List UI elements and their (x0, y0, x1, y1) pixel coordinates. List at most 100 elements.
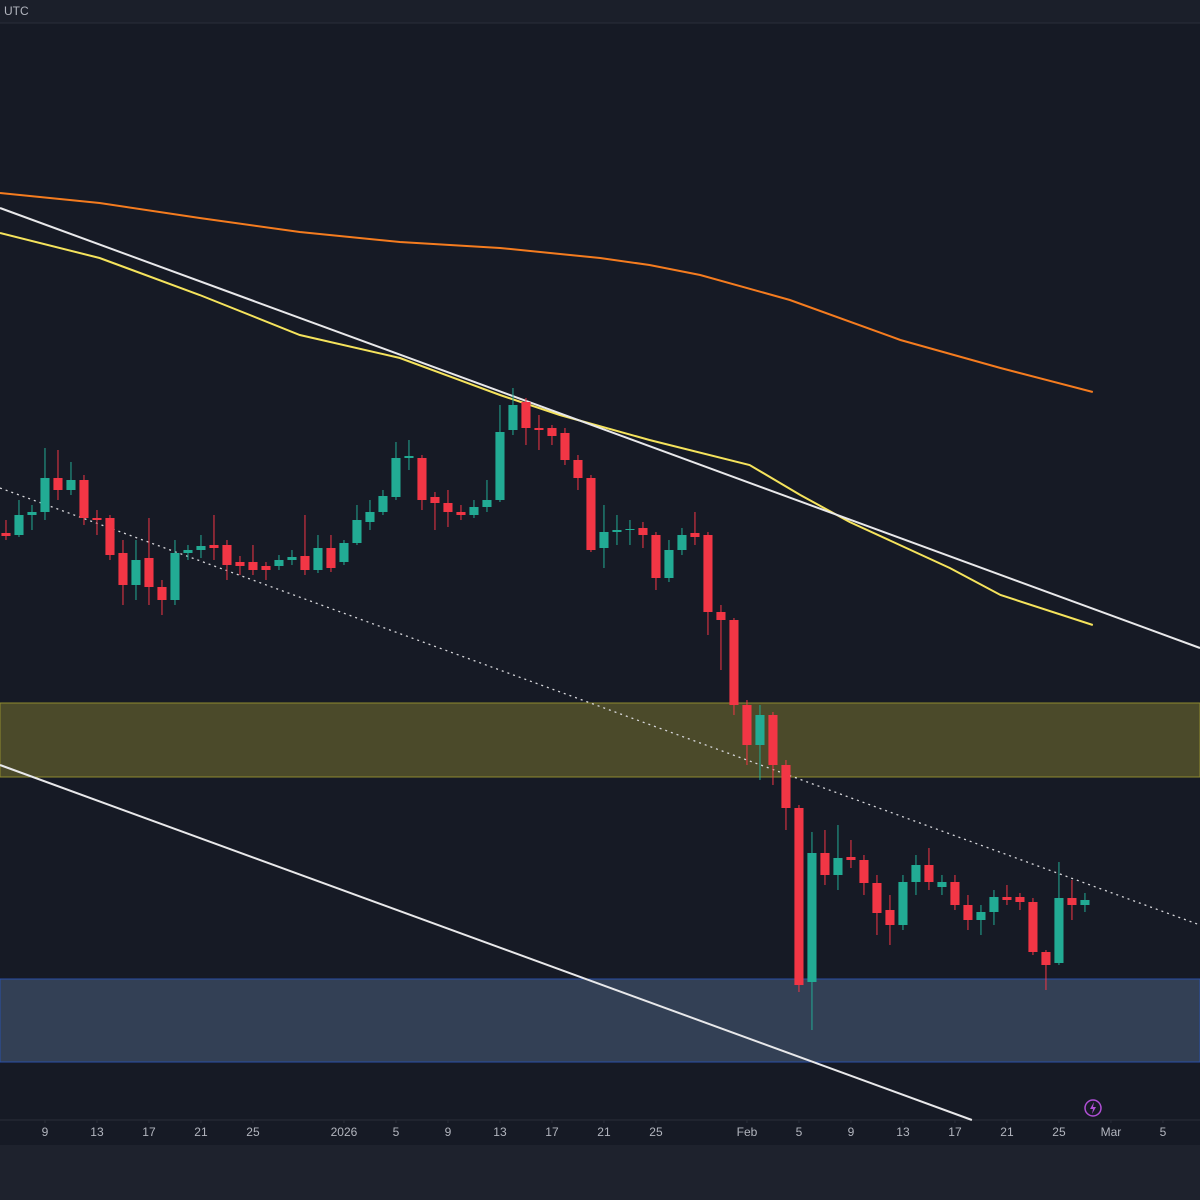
plot (0, 192, 1200, 1121)
candle-body (690, 533, 700, 537)
candle-body (755, 715, 765, 745)
candle-body (963, 905, 973, 920)
candle-body (703, 535, 713, 612)
candle-body (300, 556, 310, 570)
zone (0, 702, 1200, 778)
candle-body (1041, 952, 1051, 965)
candle-body (560, 433, 570, 460)
candle-body (1002, 897, 1012, 900)
candle-body (131, 560, 141, 585)
candle-body (807, 853, 817, 982)
candle-body (27, 512, 37, 515)
candle-body (378, 496, 388, 512)
candle-body (872, 883, 882, 913)
candle-body (612, 530, 622, 532)
candle-body (313, 548, 323, 570)
bottom-panel (0, 1145, 1200, 1200)
zone (0, 978, 1200, 1063)
candle-body (1067, 898, 1077, 905)
x-tick-label: 17 (545, 1125, 559, 1139)
candle-body (430, 497, 440, 503)
candle-body (768, 715, 778, 765)
x-tick-label: 25 (246, 1125, 260, 1139)
candle-body (235, 562, 245, 566)
candle-body (144, 558, 154, 587)
x-tick-label: 17 (142, 1125, 156, 1139)
x-tick-label: 21 (597, 1125, 611, 1139)
candle-body (209, 545, 219, 548)
candle-body (729, 620, 739, 705)
x-tick-label: 9 (848, 1125, 855, 1139)
candle-body (118, 553, 128, 585)
candle-body (677, 535, 687, 550)
candle-body (53, 478, 63, 490)
x-tick-label: 9 (42, 1125, 49, 1139)
x-tick-label: Feb (737, 1125, 758, 1139)
candle-body (937, 882, 947, 887)
candle-body (924, 865, 934, 882)
candle-body (794, 808, 804, 985)
candle-body (456, 512, 466, 515)
candle-body (950, 882, 960, 905)
candle-body (183, 550, 193, 553)
candle-body (664, 550, 674, 578)
x-tick-label: 13 (896, 1125, 910, 1139)
candle-body (391, 458, 401, 497)
candle-body (105, 518, 115, 555)
candle-body (1, 533, 11, 536)
x-tick-label: 2026 (331, 1125, 358, 1139)
candle-body (521, 402, 531, 428)
candle-body (66, 480, 76, 490)
candle-body (1054, 898, 1064, 963)
candle-body (846, 857, 856, 860)
x-axis: 9 13 17 21 25 2026 5 9 13 17 21 25 Feb 5 9 13 17 21 25 Mar 5 (42, 1120, 1167, 1139)
alert-icon[interactable] (1084, 1099, 1102, 1117)
top-bar (0, 0, 1200, 23)
candle-body (326, 548, 336, 568)
candle-body (1080, 900, 1090, 905)
candle-body (586, 478, 596, 550)
candle-body (833, 858, 843, 875)
candle-body (534, 428, 544, 430)
x-tick-label: 21 (1000, 1125, 1014, 1139)
candle-body (781, 765, 791, 808)
x-tick-label: 5 (1160, 1125, 1167, 1139)
candle-body (1028, 902, 1038, 952)
candle-body (365, 512, 375, 522)
candle-body (248, 562, 258, 570)
candle-body (898, 882, 908, 925)
x-tick-label: 9 (445, 1125, 452, 1139)
candle-body (443, 503, 453, 512)
candle-body (14, 515, 24, 535)
candle-body (157, 587, 167, 600)
candle-body (92, 518, 102, 520)
x-tick-label: 25 (649, 1125, 663, 1139)
x-tick-label: 13 (90, 1125, 104, 1139)
candle-body (287, 557, 297, 560)
x-tick-label: 17 (948, 1125, 962, 1139)
candle-body (599, 532, 609, 548)
candle-body (404, 456, 414, 458)
candle-body (625, 529, 635, 530)
candle-body (495, 432, 505, 500)
candle-body (1015, 897, 1025, 902)
candle-body (820, 853, 830, 875)
candle-body (79, 480, 89, 518)
x-tick-label: 25 (1052, 1125, 1066, 1139)
candle-body (482, 500, 492, 507)
timezone-label: UTC (4, 4, 29, 18)
candle-body (989, 897, 999, 912)
overlay-line (0, 232, 1094, 626)
x-tick-label: 21 (194, 1125, 208, 1139)
candle-body (170, 553, 180, 600)
candle-body (547, 428, 557, 436)
candle-body (196, 546, 206, 550)
candle-body (339, 543, 349, 562)
candle-body (911, 865, 921, 882)
x-tick-label: 5 (796, 1125, 803, 1139)
candle-body (274, 560, 284, 566)
candle-body (885, 910, 895, 925)
overlay-line (0, 192, 1094, 393)
candle-body (508, 405, 518, 430)
candle-body (651, 535, 661, 578)
